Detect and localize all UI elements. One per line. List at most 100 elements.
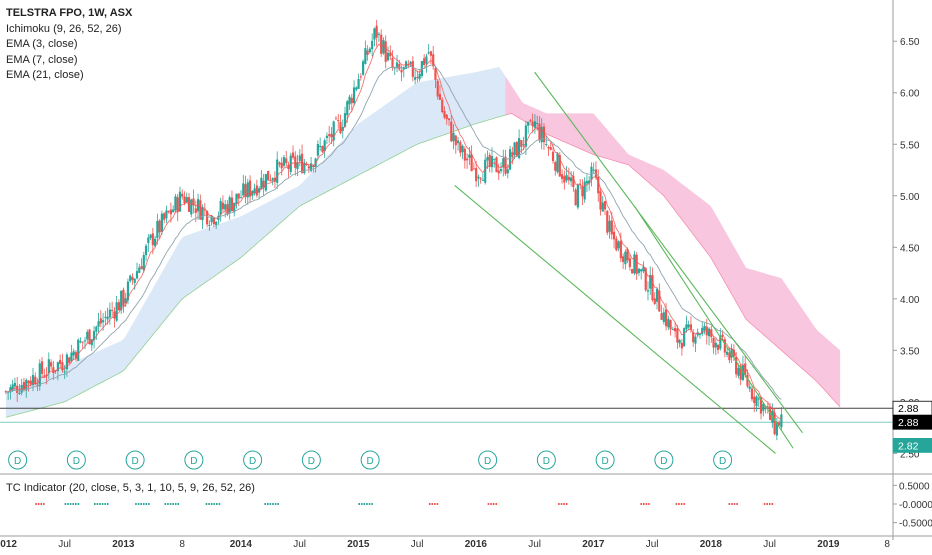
sub-indicator-dot: [142, 503, 145, 505]
dividend-marker-label: D: [14, 456, 21, 467]
candle-body: [456, 140, 460, 144]
candle-body: [201, 207, 204, 221]
candle-body: [203, 209, 206, 211]
candle-body: [147, 237, 150, 244]
candle-body: [88, 329, 91, 345]
candle-body: [190, 199, 193, 215]
candle-body: [169, 209, 173, 215]
candle-body: [429, 51, 433, 56]
candle-body: [124, 298, 127, 304]
candle-body: [721, 334, 724, 337]
dividend-marker: D: [360, 450, 380, 470]
candle-body: [744, 363, 747, 376]
candle-body: [325, 135, 329, 138]
dividend-marker: D: [595, 450, 615, 470]
sub-indicator-dot: [366, 503, 368, 505]
sub-indicator-dot: [492, 503, 495, 505]
candle-body: [452, 132, 455, 142]
candle-body: [86, 331, 89, 340]
candle-body: [567, 176, 570, 181]
cloud-bearish-edge: [505, 113, 841, 408]
candle-body: [454, 135, 457, 146]
candle-body: [658, 290, 661, 312]
sub-indicator-dot: [35, 503, 37, 505]
dividend-marker-circle: [595, 450, 615, 470]
candle-body: [142, 255, 145, 271]
price-label-c: 2.82: [898, 440, 919, 452]
candle-body: [551, 151, 555, 162]
candle-body: [730, 348, 733, 358]
x-tick-label: 2017: [582, 539, 605, 550]
candle-body: [726, 351, 729, 355]
candle-body: [461, 145, 464, 153]
candle-body: [115, 302, 118, 321]
dividend-marker-circle: [713, 450, 733, 470]
symbol-title: TELSTRA FPO, 1W, ASX: [6, 7, 133, 19]
candle-body: [61, 362, 64, 371]
candle-body: [737, 367, 740, 376]
sub-indicator-dot: [766, 503, 768, 505]
candle-body: [450, 121, 453, 142]
candle-body: [773, 412, 776, 435]
dividend-marker-label: D: [132, 456, 139, 467]
candle-body: [11, 384, 14, 390]
dividend-marker: D: [66, 450, 86, 470]
candle-body: [262, 180, 265, 188]
candle-body: [307, 166, 310, 169]
dividend-marker-circle: [301, 450, 321, 470]
sub-indicator-dot: [645, 503, 648, 505]
sub-indicator-dot: [145, 503, 148, 505]
sub-indicator-dot: [205, 503, 208, 505]
sub-indicator-dot: [558, 503, 560, 505]
candle-body: [755, 396, 758, 406]
candle-body: [310, 163, 313, 171]
candle-body: [558, 155, 561, 177]
sub-indicator-dot: [490, 503, 492, 505]
candle-body: [391, 58, 394, 68]
candle-body: [778, 422, 781, 426]
candle-body: [59, 359, 62, 365]
x-tick-label: Jul: [763, 539, 776, 550]
candle-body: [68, 357, 71, 364]
candle-body: [757, 398, 760, 400]
sub-indicator-dot: [678, 503, 680, 505]
candle-body: [380, 34, 383, 54]
legend-ema-7: EMA (7, close): [6, 53, 78, 66]
sub-indicator-dot: [648, 503, 650, 505]
dividend-marker: D: [478, 450, 498, 470]
sub-indicator-dot: [164, 503, 167, 505]
candle-body: [538, 123, 541, 141]
candle-body: [135, 271, 139, 279]
candle-body: [264, 174, 267, 191]
candle-body: [531, 121, 534, 127]
candle-body: [518, 138, 521, 158]
candle-body: [615, 238, 618, 251]
y-tick-label: 4.50: [900, 243, 920, 254]
sub-indicator-dot: [101, 503, 104, 505]
sub-indicator-dot: [436, 503, 439, 505]
candle-body: [400, 69, 403, 73]
candle-body: [97, 321, 100, 327]
candle-body: [475, 168, 478, 182]
candle-body: [375, 25, 378, 38]
candle-body: [34, 376, 37, 385]
candle-body: [95, 326, 98, 332]
candle-body: [178, 191, 182, 212]
candle-body: [622, 256, 625, 262]
candle-body: [113, 311, 116, 319]
candle-body: [253, 188, 256, 194]
candle-body: [22, 382, 26, 390]
candle-body: [775, 422, 778, 436]
candle-body: [108, 309, 111, 318]
candle-body: [732, 349, 735, 357]
candle-body: [185, 197, 188, 203]
sub-indicator-dot: [771, 503, 774, 505]
candle-body: [25, 379, 28, 391]
candle-body: [617, 241, 620, 249]
candle-body: [149, 234, 152, 239]
dividend-marker: D: [654, 450, 674, 470]
candle-body: [386, 52, 390, 61]
candle-body: [49, 362, 53, 367]
candle-body: [438, 94, 442, 100]
sub-indicator-dot: [431, 503, 434, 505]
